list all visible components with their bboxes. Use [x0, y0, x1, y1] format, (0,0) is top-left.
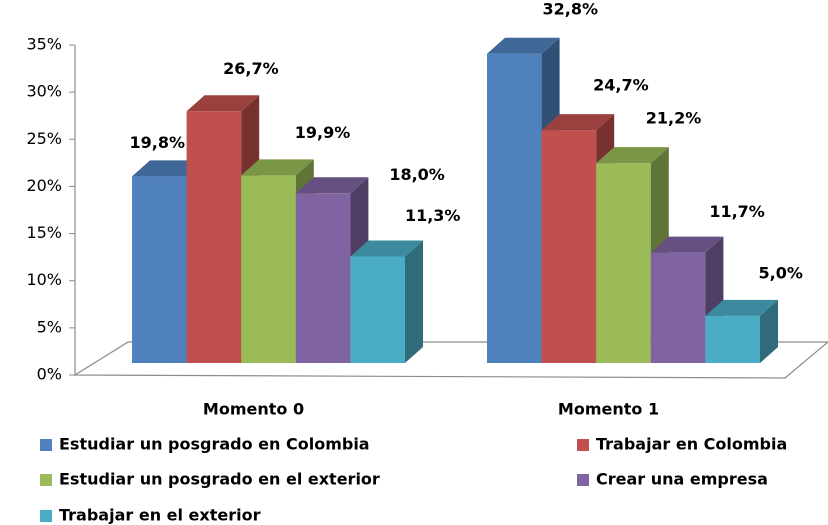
bar-top	[705, 299, 778, 316]
bar-top	[487, 37, 560, 54]
legend-label: Estudiar un posgrado en el exterior	[59, 470, 380, 489]
y-tick-label: 15%	[26, 223, 62, 242]
bar	[241, 175, 296, 363]
legend-swatch	[40, 510, 52, 522]
bar-top	[350, 240, 423, 257]
bar-top	[596, 147, 669, 164]
bar-top	[132, 160, 205, 177]
bar-top	[650, 236, 724, 253]
y-tick-label: 10%	[26, 270, 62, 289]
legend-label: Estudiar un posgrado en Colombia	[59, 435, 370, 454]
bar	[350, 256, 405, 363]
bar-top	[241, 159, 314, 176]
bar	[541, 130, 597, 363]
y-tick-label: 0%	[37, 365, 62, 384]
legend-swatch	[577, 439, 589, 451]
value-label: 18,0%	[389, 165, 445, 184]
legend-swatch	[40, 439, 52, 451]
bar	[186, 111, 242, 363]
value-label: 19,8%	[130, 133, 186, 152]
y-tick-label: 30%	[26, 82, 62, 101]
bar	[487, 53, 542, 363]
value-label: 24,7%	[593, 76, 649, 95]
bar-top	[295, 177, 369, 194]
bar	[705, 315, 760, 363]
y-tick-label: 5%	[37, 317, 62, 336]
x-tick-label: Momento 0	[203, 400, 304, 419]
value-label: 21,2%	[646, 109, 702, 128]
bar	[650, 252, 706, 363]
value-label: 11,7%	[709, 202, 765, 221]
value-label: 5,0%	[759, 263, 803, 282]
floor	[72, 341, 828, 379]
y-tick-label: 25%	[26, 129, 62, 148]
bar-top	[186, 95, 260, 112]
value-label: 11,3%	[405, 206, 461, 225]
value-label: 26,7%	[223, 59, 279, 78]
bar-top	[541, 114, 615, 131]
bar-side	[760, 299, 778, 363]
x-tick-label: Momento 1	[558, 400, 659, 419]
value-label: 19,9%	[295, 123, 351, 142]
y-tick-label: 35%	[26, 35, 62, 54]
y-tick-label: 20%	[26, 176, 62, 195]
bar	[596, 163, 651, 363]
bar-side	[405, 240, 423, 363]
bar	[295, 193, 351, 363]
bar	[132, 176, 187, 363]
legend-label: Trabajar en Colombia	[596, 435, 787, 454]
legend-swatch	[577, 474, 589, 486]
legend-label: Trabajar en el exterior	[59, 506, 261, 525]
value-label: 32,8%	[543, 0, 599, 18]
legend-label: Crear una empresa	[596, 470, 768, 489]
legend-swatch	[40, 474, 52, 486]
